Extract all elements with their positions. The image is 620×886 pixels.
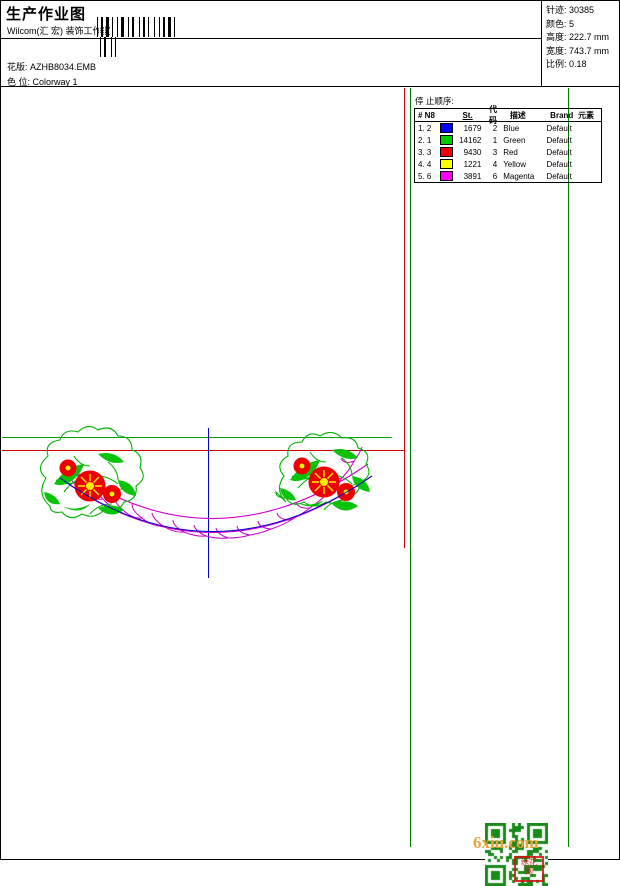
cell-code: 1 bbox=[492, 135, 498, 145]
right-flower-large bbox=[308, 466, 340, 498]
cell-desc: Blue bbox=[503, 123, 520, 133]
cell-desc: Yellow bbox=[503, 159, 527, 169]
colorway-label: 色 位: Colorway 1 bbox=[7, 77, 78, 87]
design-file-label: 花版: AZHB8034.EMB bbox=[7, 62, 97, 72]
sheet-header: 生产作业图 Wilcom(汇 宏) 装饰工作室 花版: AZHB8034.EMB… bbox=[1, 1, 619, 87]
cell-number: 2. 1 bbox=[418, 135, 432, 145]
left-flower-small-a bbox=[59, 459, 77, 477]
stat-scale: 比例: 0.18 bbox=[546, 59, 587, 69]
col-header-number: # N8 bbox=[418, 110, 435, 120]
studio-subtitle: Wilcom(汇 宏) 装饰工作室 bbox=[7, 26, 111, 36]
table-body: 1. 2 1679 2 Blue Default 2. 1 14162 1 Green Defau… bbox=[415, 122, 601, 182]
cell-brand: Default bbox=[546, 123, 572, 133]
cell-stitches: 3891 bbox=[463, 171, 482, 181]
cell-brand: Default bbox=[546, 159, 572, 169]
col-header-brand: Brand bbox=[550, 110, 574, 120]
seal-line-1: 绣花 bbox=[521, 858, 537, 867]
cell-stitches: 1221 bbox=[463, 159, 482, 169]
guide-line-vertical-left bbox=[410, 88, 411, 847]
cell-swatch bbox=[437, 123, 455, 133]
color-swatch bbox=[439, 159, 453, 169]
cell-code: 2 bbox=[492, 123, 498, 133]
brand-watermark: 6xiu.com bbox=[473, 833, 539, 852]
cell-stitches: 9430 bbox=[463, 147, 482, 157]
design-stats: 针迹: 30385 颜色: 5 高度: 222.7 mm 宽度: 743.7 m… bbox=[541, 1, 619, 86]
color-swatch bbox=[439, 147, 453, 157]
page-title: 生产作业图 bbox=[6, 6, 87, 23]
col-header-stitches: St. bbox=[462, 110, 473, 120]
blue-outline-group bbox=[59, 475, 373, 532]
col-header-code: 代码 bbox=[489, 105, 498, 125]
cell-number: 5. 6 bbox=[418, 171, 432, 181]
cell-code: 3 bbox=[492, 147, 498, 157]
cell-stitches: 1679 bbox=[463, 123, 482, 133]
stat-colors: 颜色: 5 bbox=[546, 18, 575, 29]
cell-brand: Default bbox=[546, 171, 572, 181]
cell-code: 4 bbox=[492, 159, 498, 169]
cell-swatch bbox=[437, 171, 455, 181]
stat-width: 宽度: 743.7 mm bbox=[546, 45, 610, 56]
cell-swatch bbox=[437, 159, 455, 169]
col-header-desc: 描述 bbox=[509, 110, 526, 120]
table-row: 3. 3 9430 3 Red Default bbox=[415, 146, 601, 158]
stat-stitches: 针迹: 30385 bbox=[546, 5, 595, 15]
table-row: 4. 4 1221 4 Yellow Default bbox=[415, 158, 601, 170]
cell-swatch bbox=[437, 147, 455, 157]
guide-line-vertical-blue bbox=[208, 428, 209, 578]
cell-number: 1. 2 bbox=[418, 123, 432, 133]
scallop-end bbox=[353, 446, 363, 462]
cell-number: 4. 4 bbox=[418, 159, 432, 169]
cell-desc: Red bbox=[503, 147, 518, 157]
table-row: 2. 1 14162 1 Green Default bbox=[415, 134, 601, 146]
barcode bbox=[97, 17, 177, 57]
header-divider bbox=[1, 38, 541, 39]
table-row: 1. 2 1679 2 Blue Default bbox=[415, 122, 601, 134]
seal-line-2: 网 bbox=[525, 867, 533, 876]
color-swatch bbox=[439, 123, 453, 133]
left-flower-small-b bbox=[103, 485, 121, 503]
guide-line-vertical-red bbox=[404, 88, 405, 548]
cell-code: 6 bbox=[492, 171, 498, 181]
guide-line-horizontal-green bbox=[2, 437, 392, 438]
cell-number: 3. 3 bbox=[418, 147, 432, 157]
cell-desc: Magenta bbox=[503, 171, 535, 181]
col-header-element: 元素 bbox=[578, 110, 595, 120]
stat-height: 高度: 222.7 mm bbox=[546, 32, 610, 42]
cell-desc: Green bbox=[503, 135, 526, 145]
design-canvas: 停 止顺序: # N8 St. 代码 描述 Brand 元素 1. 2 1679 2… bbox=[2, 88, 619, 886]
guide-line-vertical-right bbox=[568, 88, 569, 847]
guide-line-horizontal-red bbox=[2, 450, 404, 451]
table-row: 5. 6 3891 6 Magenta Default bbox=[415, 170, 601, 182]
stop-sequence-caption: 停 止顺序: bbox=[415, 96, 454, 106]
left-flower-large bbox=[74, 470, 106, 502]
cell-stitches: 14162 bbox=[459, 135, 482, 145]
color-swatch bbox=[439, 135, 453, 145]
cell-swatch bbox=[437, 135, 455, 145]
right-flower-small-a bbox=[293, 457, 311, 475]
embroidery-artwork bbox=[39, 425, 373, 539]
cell-brand: Default bbox=[546, 135, 572, 145]
cell-brand: Default bbox=[546, 147, 572, 157]
table-header-row: # N8 St. 代码 描述 Brand 元素 bbox=[415, 105, 601, 125]
stop-sequence-table: 停 止顺序: # N8 St. 代码 描述 Brand 元素 1. 2 1679 2… bbox=[414, 95, 602, 183]
color-swatch bbox=[439, 171, 453, 181]
